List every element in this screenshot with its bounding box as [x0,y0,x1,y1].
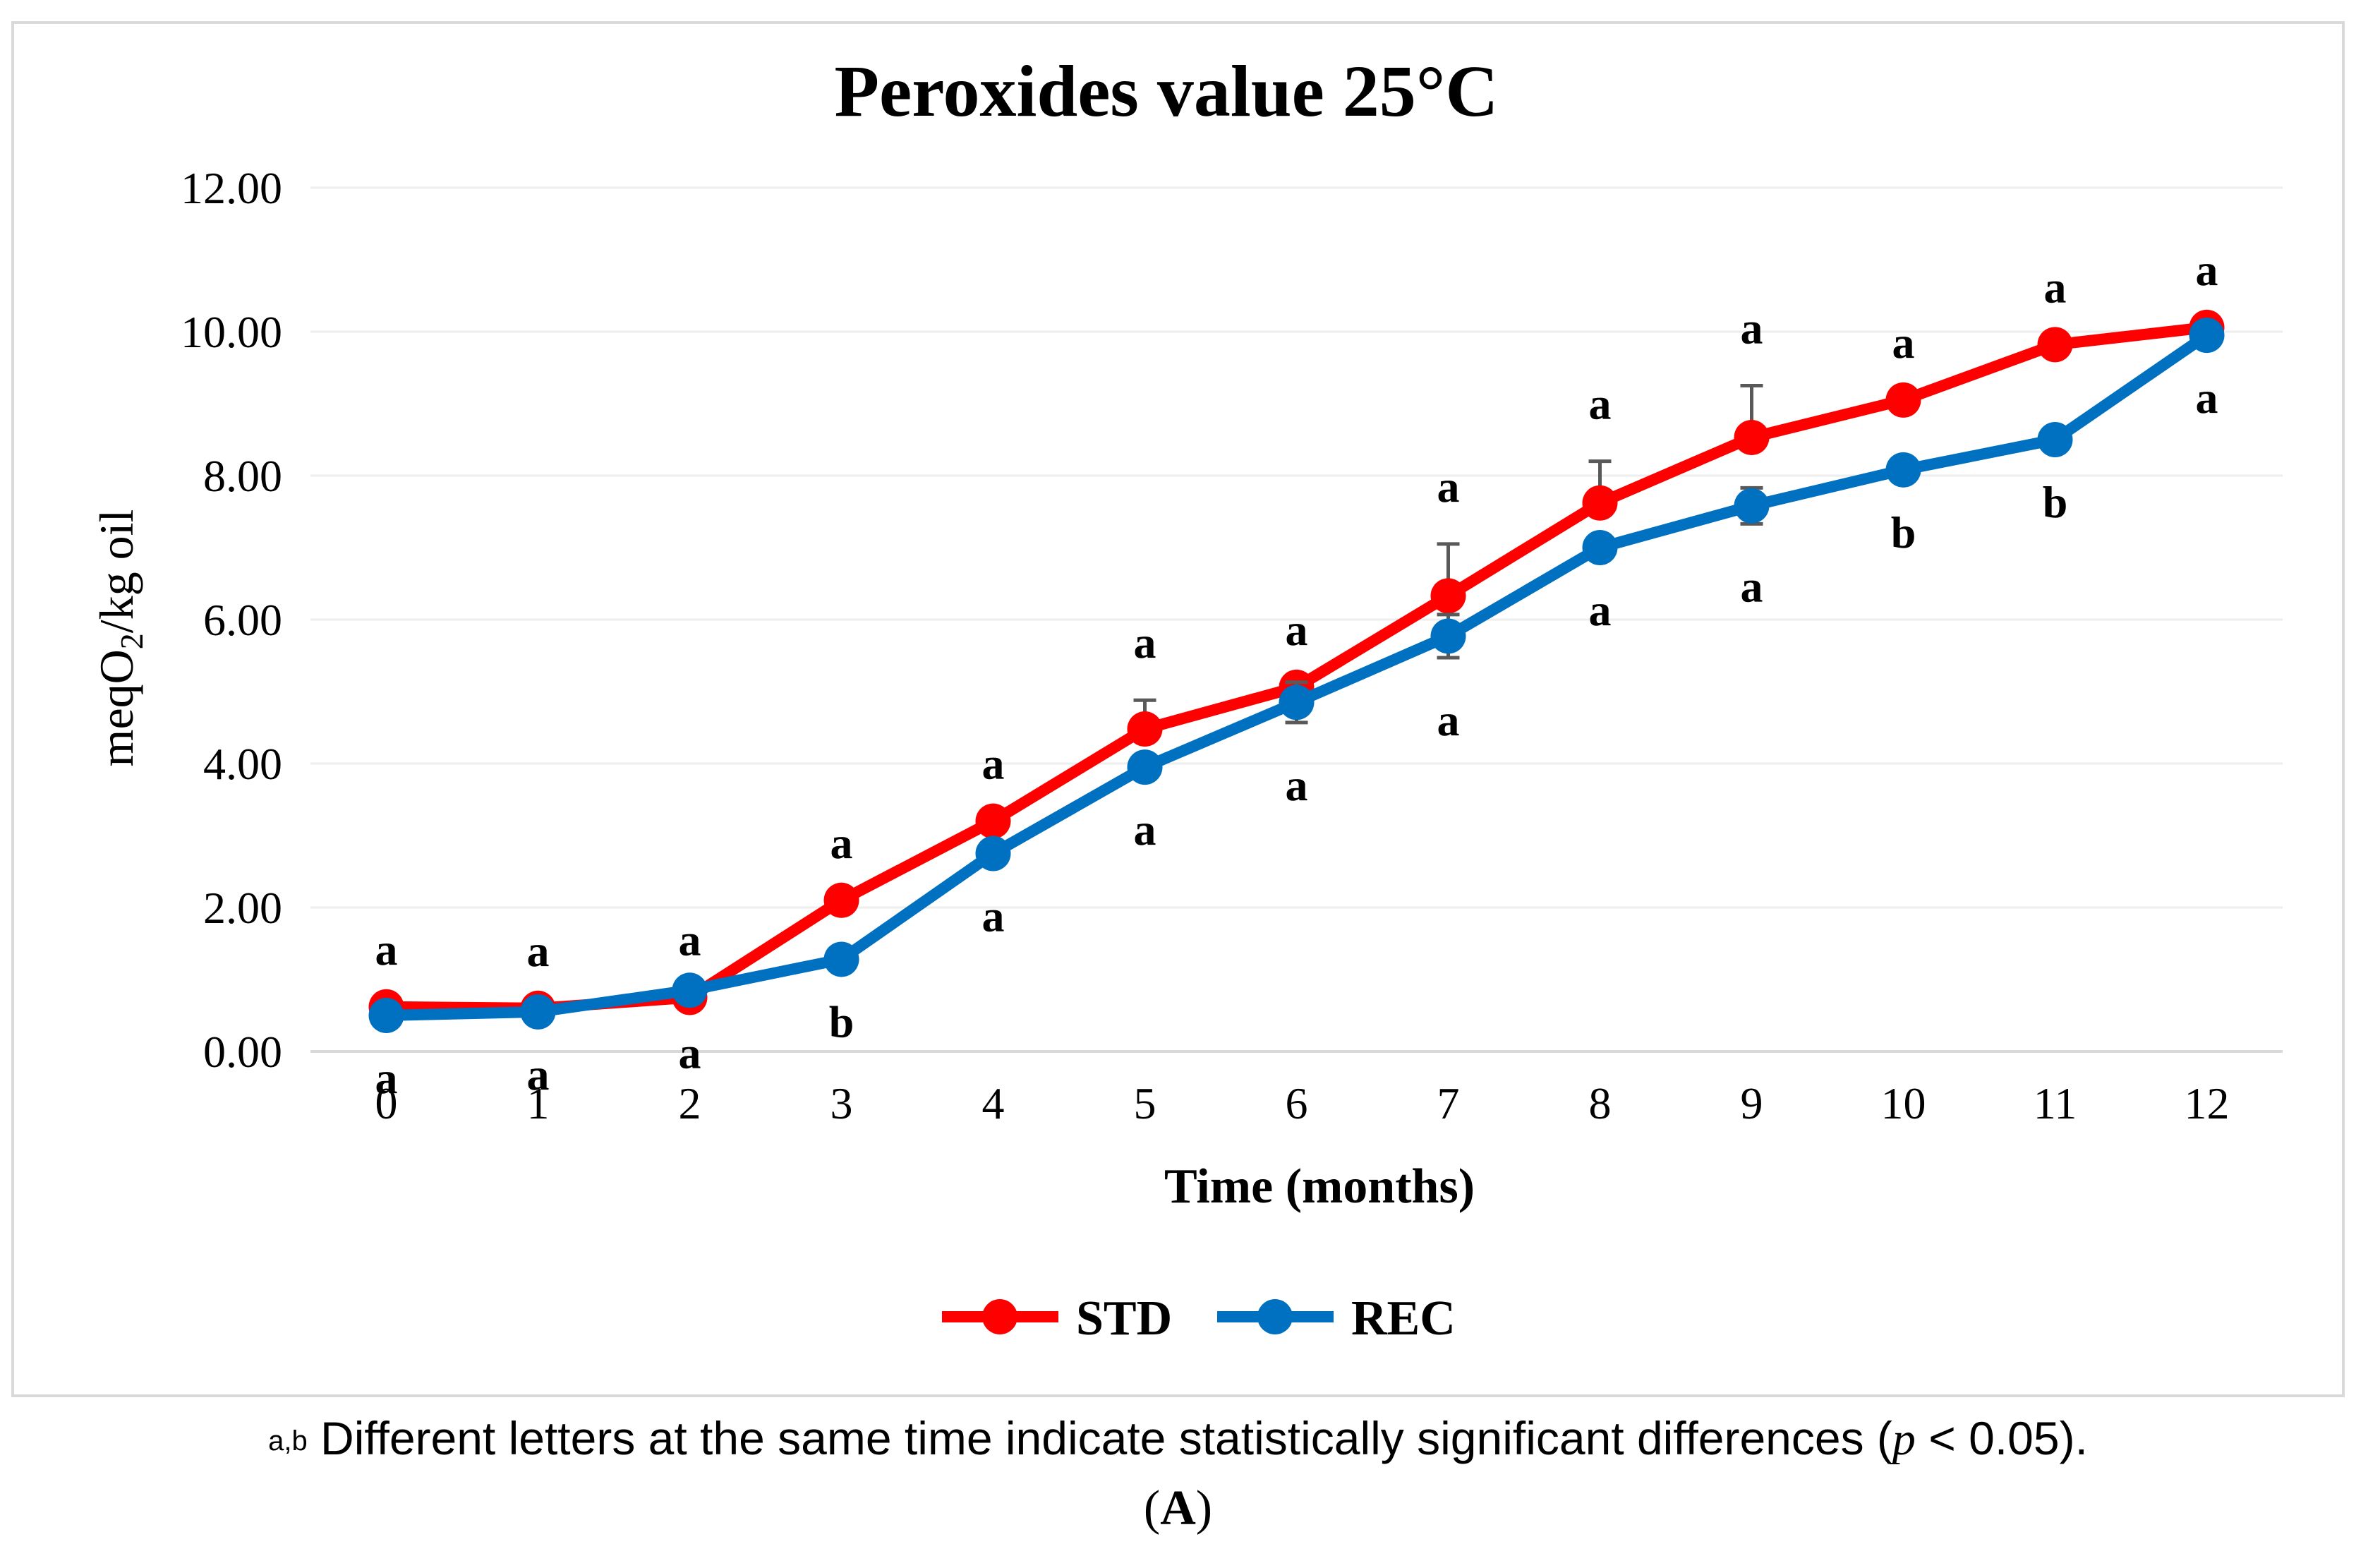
series-rec [368,318,2225,1033]
letter-std: a [830,818,853,868]
data-point-rec [975,836,1011,872]
letter-rec: a [1134,804,1156,855]
letter-std: a [2044,262,2067,312]
data-point-std [2037,327,2073,363]
letter-rec: b [2043,477,2068,527]
data-point-rec [2189,318,2225,354]
letter-rec: b [1891,507,1916,557]
letter-std: a [1437,462,1460,512]
legend-std-label: STD [1076,1291,1172,1346]
letter-std: a [375,924,398,975]
letter-rec: a [375,1053,398,1103]
data-point-std [1127,711,1163,747]
x-tick-label: 11 [2034,1078,2077,1128]
y-label-unit: /kg oil [90,509,143,634]
letter-rec: a [2196,373,2218,423]
letter-rec: a [982,891,1005,941]
letter-rec: a [1437,695,1460,745]
x-tick-label: 9 [1741,1078,1763,1128]
data-point-rec [1734,488,1770,524]
x-tick-label: 8 [1589,1078,1612,1128]
panel-label-close: ) [1195,1481,1213,1536]
y-tick-label: 12.00 [181,163,282,213]
y-tick-label: 8.00 [203,451,282,501]
x-tick-label: 10 [1881,1078,1926,1128]
y-tick-label: 4.00 [203,739,282,789]
legend: STD REC [942,1291,1456,1346]
letter-rec: a [1589,585,1612,635]
x-axis-ticks: 0 1 2 3 4 5 6 7 8 9 10 11 12 [375,1078,2230,1128]
x-tick-label: 3 [830,1078,853,1128]
data-point-std [1430,578,1466,614]
footnote-tail: < 0.05). [1915,1412,2088,1464]
letter-std: a [1741,303,1763,354]
y-tick-label: 6.00 [203,595,282,645]
letter-std: a [2196,245,2218,295]
panel-label: (A) [0,1480,2356,1537]
data-point-rec [1279,685,1315,720]
data-point-std [1582,485,1618,521]
letter-rec: b [829,996,854,1047]
series-std [368,309,2225,1026]
footnote-text: Different letters at the same time indic… [307,1412,1892,1464]
x-tick-label: 7 [1437,1078,1460,1128]
legend-std-marker [982,1299,1017,1334]
data-point-rec [1430,618,1466,654]
data-point-rec [1885,452,1921,488]
data-point-std [1885,382,1921,418]
x-tick-label: 5 [1134,1078,1156,1128]
data-point-std [1734,419,1770,455]
y-tick-label: 2.00 [203,883,282,933]
x-axis-label: Time (months) [1164,1159,1475,1214]
y-label-subscript: 2 [114,633,150,649]
panel-label-open: ( [1143,1481,1161,1536]
legend-rec-marker [1257,1299,1293,1334]
data-point-rec [368,998,404,1033]
x-tick-label: 2 [679,1078,701,1128]
data-point-std [823,882,859,918]
panel-label-letter: A [1160,1481,1196,1536]
letter-std: a [527,926,550,976]
x-tick-label: 1 [527,1078,550,1128]
y-tick-label: 0.00 [203,1027,282,1077]
letter-std: a [982,739,1005,789]
letter-std: a [1134,617,1156,668]
data-point-rec [672,972,708,1008]
x-tick-label: 0 [375,1078,398,1128]
grid-lines [310,186,2283,1053]
chart-title: Peroxides value 25°C [835,51,1499,132]
y-axis-ticks: 0.00 2.00 4.00 6.00 8.00 10.00 12.00 [181,163,282,1077]
data-point-rec [823,941,859,977]
series-layer [368,309,2225,1033]
data-point-rec [1127,749,1163,785]
series-line-std [380,321,2213,1014]
chart-canvas: Peroxides value 25°C 0.00 2.00 4.00 6.00 8.0… [90,51,2283,1346]
letter-std: a [1286,605,1308,655]
legend-rec-label: REC [1351,1291,1456,1346]
footnote: a,b Different letters at the same time i… [0,1411,2356,1466]
footnote-superscript: a,b [268,1425,308,1457]
y-label-main: meqO [90,649,143,766]
footnote-p: p [1892,1413,1916,1465]
letter-rec: a [527,1049,550,1099]
chart-frame: Peroxides value 25°C 0.00 2.00 4.00 6.00 8.0… [11,21,2345,1397]
data-point-rec [2037,422,2073,457]
data-point-std [975,803,1011,839]
significance-letters: a a a a a a a a a a a a a a a a b a a a a a a b b a [375,245,2218,1103]
y-tick-label: 10.00 [181,307,282,357]
x-tick-label: 6 [1286,1078,1308,1128]
data-point-rec [520,994,556,1030]
letter-std: a [1892,318,1915,368]
letter-rec: a [1286,760,1308,810]
letter-rec: a [679,1027,701,1078]
y-axis-label: meqO2/kg oil [90,509,150,767]
x-tick-label: 4 [982,1078,1005,1128]
letter-rec: a [1741,561,1763,611]
x-tick-label: 12 [2185,1078,2230,1128]
letter-std: a [1589,379,1612,429]
data-point-rec [1582,530,1618,565]
letter-std: a [679,915,701,965]
